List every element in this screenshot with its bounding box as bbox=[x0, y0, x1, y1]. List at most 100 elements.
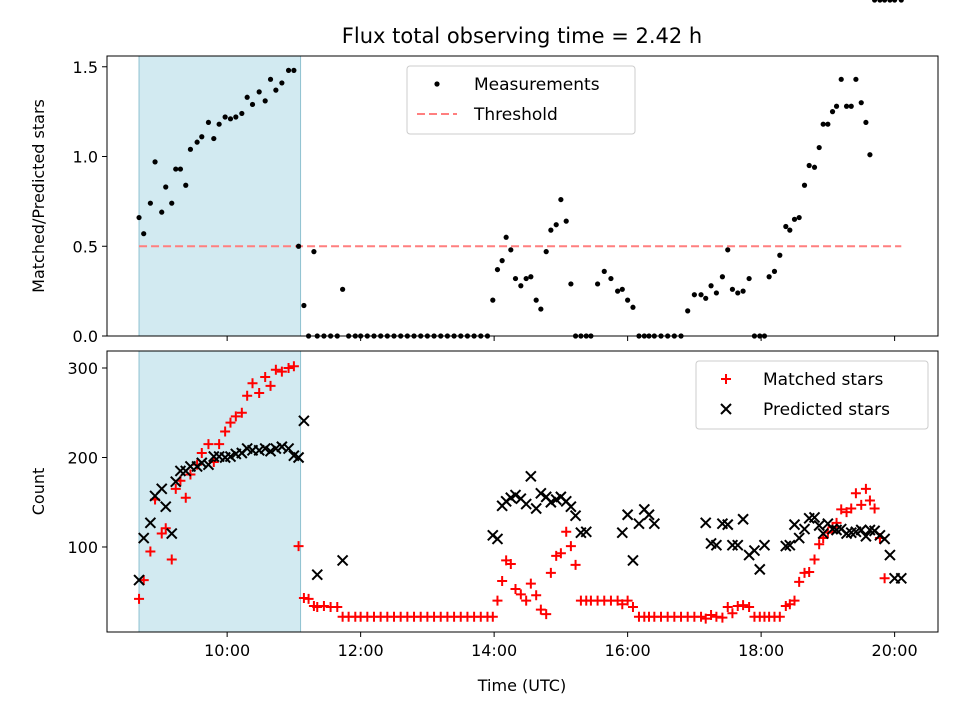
legend-marker bbox=[720, 403, 732, 415]
legend: Matched stars Predicted stars bbox=[695, 360, 929, 430]
data-point bbox=[220, 426, 231, 437]
data-point bbox=[808, 511, 821, 524]
data-point bbox=[722, 518, 734, 531]
data-point bbox=[487, 611, 498, 622]
data-point bbox=[152, 159, 158, 165]
data-point bbox=[503, 234, 509, 240]
data-point bbox=[836, 504, 847, 515]
data-point bbox=[156, 528, 167, 539]
data-point bbox=[884, 549, 896, 561]
data-point bbox=[892, 0, 898, 3]
data-point bbox=[616, 526, 628, 539]
data-point bbox=[332, 601, 343, 612]
data-point bbox=[860, 530, 872, 542]
y-tick-label: 300 bbox=[67, 359, 98, 378]
data-point bbox=[887, 0, 893, 3]
legend-label: Predicted stars bbox=[763, 400, 890, 420]
data-point bbox=[521, 595, 532, 606]
data-point bbox=[494, 266, 501, 273]
data-point bbox=[270, 364, 281, 375]
data-point bbox=[617, 599, 628, 610]
data-point bbox=[227, 116, 234, 122]
data-point bbox=[160, 501, 172, 513]
data-point bbox=[784, 539, 796, 551]
data-point bbox=[846, 503, 857, 514]
x-tick-label: 14:00 bbox=[471, 641, 517, 660]
data-point bbox=[809, 554, 820, 565]
data-point bbox=[878, 533, 891, 545]
data-point bbox=[145, 546, 156, 557]
data-point bbox=[311, 249, 317, 255]
data-point bbox=[523, 275, 529, 282]
data-point bbox=[254, 388, 265, 399]
data-point bbox=[528, 274, 534, 280]
data-point bbox=[525, 470, 537, 482]
data-point bbox=[170, 475, 182, 488]
legend-box bbox=[406, 65, 636, 135]
data-point bbox=[608, 275, 614, 282]
legend-label: Matched stars bbox=[763, 370, 883, 390]
data-point bbox=[860, 483, 871, 494]
data-point bbox=[630, 304, 636, 310]
data-point bbox=[580, 526, 592, 538]
data-point bbox=[202, 458, 215, 471]
y-axis-label: Matched/Predicted stars bbox=[29, 99, 48, 293]
data-point bbox=[700, 517, 712, 529]
x-axis-label: Time (UTC) bbox=[477, 676, 566, 695]
data-point bbox=[531, 590, 542, 601]
data-point bbox=[214, 439, 225, 450]
data-point bbox=[619, 286, 625, 292]
data-point bbox=[863, 119, 869, 126]
x-tick-label: 18:00 bbox=[738, 641, 784, 660]
data-point bbox=[555, 548, 566, 559]
highlight-span bbox=[138, 350, 302, 633]
data-point bbox=[303, 593, 314, 604]
data-point bbox=[230, 411, 241, 422]
data-point bbox=[292, 451, 305, 464]
data-point bbox=[643, 509, 655, 521]
data-point bbox=[806, 162, 812, 169]
data-point bbox=[262, 98, 268, 104]
data-point bbox=[535, 487, 547, 499]
data-point bbox=[509, 489, 522, 501]
data-point bbox=[242, 390, 253, 401]
data-point bbox=[787, 227, 793, 233]
data-point bbox=[789, 595, 800, 606]
data-point bbox=[267, 76, 274, 82]
chart-title: Flux total observing time = 2.42 h bbox=[342, 24, 702, 48]
data-point bbox=[273, 87, 279, 93]
data-point bbox=[505, 558, 516, 569]
data-point bbox=[848, 103, 854, 109]
y-tick-label: 100 bbox=[67, 538, 98, 557]
y-tick-label: 0.0 bbox=[73, 327, 98, 346]
data-point bbox=[754, 563, 766, 576]
data-point bbox=[627, 554, 639, 567]
data-point bbox=[256, 89, 262, 95]
highlight-span bbox=[138, 55, 302, 337]
data-point bbox=[814, 539, 825, 550]
data-point bbox=[706, 609, 717, 620]
data-point bbox=[187, 146, 194, 152]
data-point bbox=[541, 609, 552, 620]
data-point bbox=[820, 121, 826, 127]
data-point bbox=[882, 0, 888, 3]
data-point bbox=[247, 378, 258, 389]
data-point bbox=[561, 526, 572, 537]
data-point bbox=[696, 611, 707, 622]
data-point bbox=[563, 218, 569, 224]
legend-label: Threshold bbox=[473, 105, 558, 125]
legend-label: Measurements bbox=[474, 75, 600, 95]
data-point bbox=[285, 67, 292, 73]
data-point bbox=[698, 292, 704, 298]
data-point bbox=[279, 80, 285, 86]
data-point bbox=[144, 517, 157, 529]
data-point bbox=[169, 200, 175, 206]
data-point bbox=[791, 216, 798, 222]
data-point bbox=[622, 595, 633, 606]
data-point bbox=[301, 302, 307, 309]
x-tick-label: 12:00 bbox=[338, 641, 384, 660]
data-point bbox=[535, 604, 546, 615]
data-point bbox=[625, 297, 631, 303]
data-point bbox=[216, 121, 222, 127]
